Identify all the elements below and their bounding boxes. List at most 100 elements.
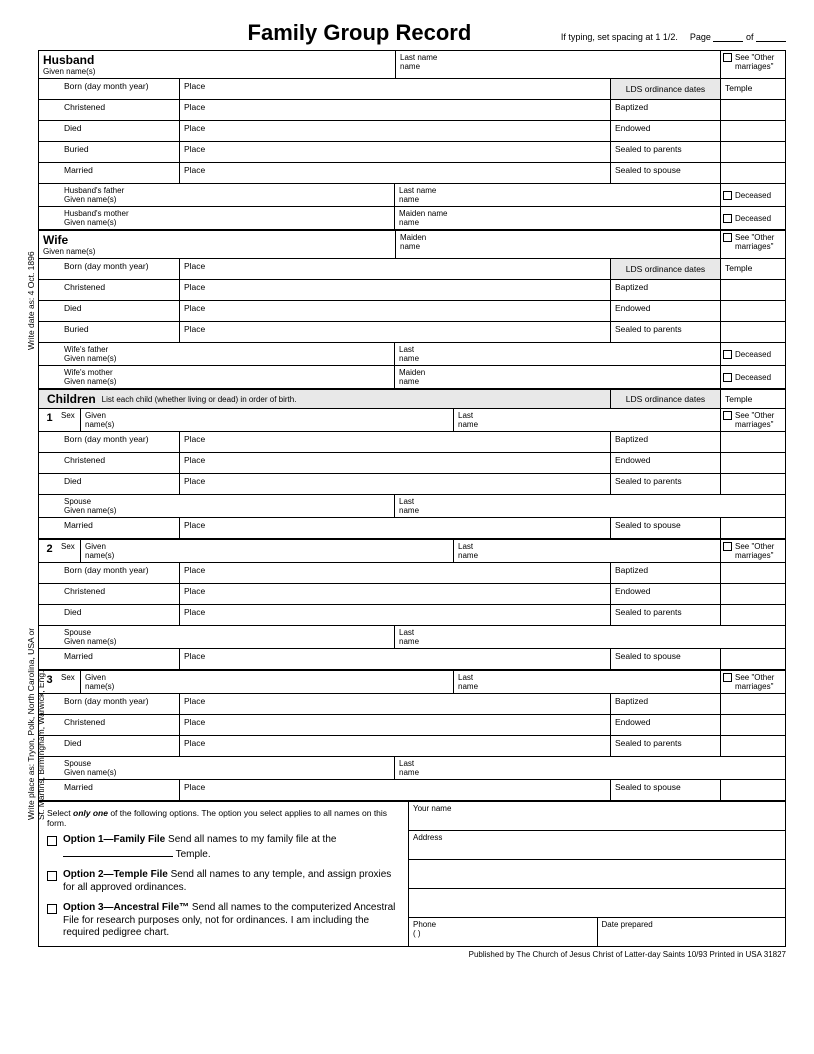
side-note-date: Write date as: 4 Oct. 1896 bbox=[26, 251, 36, 350]
w-born-place: Place bbox=[180, 259, 610, 279]
c3-died-place: Place bbox=[180, 736, 610, 756]
c2-born: Born (day month year) bbox=[60, 563, 180, 583]
husband-see-other-checkbox[interactable] bbox=[723, 53, 732, 62]
c3-baptized: Baptized bbox=[610, 694, 720, 714]
option-1-title: Option 1—Family File bbox=[63, 834, 165, 845]
of-label: of bbox=[746, 32, 754, 42]
c1-given-b: name(s) bbox=[85, 420, 449, 429]
children-lds-header: LDS ordinance dates bbox=[610, 390, 720, 408]
c1-see-other: See "Other marriages" bbox=[735, 411, 783, 429]
child-3-sex: Sex bbox=[60, 671, 81, 693]
c3-spouse-given: Given name(s) bbox=[64, 768, 390, 777]
c2-see-other: See "Other marriages" bbox=[735, 542, 783, 560]
date-prepared-field[interactable]: Date prepared bbox=[598, 918, 786, 946]
c1-sealed-spouse: Sealed to spouse bbox=[610, 518, 720, 538]
w-christened: Christened bbox=[60, 280, 180, 300]
c2-died: Died bbox=[60, 605, 180, 625]
h-died-place: Place bbox=[180, 121, 610, 141]
c1-married-place: Place bbox=[180, 518, 610, 538]
c3-given-b: name(s) bbox=[85, 682, 449, 691]
c2-see-other-cb[interactable] bbox=[723, 542, 732, 551]
option-1-text-b: Temple. bbox=[173, 849, 211, 860]
c2-given-b: name(s) bbox=[85, 551, 449, 560]
children-heading: Children bbox=[39, 392, 102, 406]
wife-given-label: Given name(s) bbox=[43, 247, 391, 256]
c1-given-a: Given bbox=[85, 411, 449, 420]
h-mother-deceased-cb[interactable] bbox=[723, 214, 732, 223]
c2-sealed-spouse: Sealed to spouse bbox=[610, 649, 720, 669]
c1-see-other-cb[interactable] bbox=[723, 411, 732, 420]
c1-christened-place: Place bbox=[180, 453, 610, 473]
temple-header-w: Temple bbox=[720, 259, 785, 279]
option-3-title: Option 3—Ancestral File™ bbox=[63, 902, 189, 913]
w-mother-deceased-cb[interactable] bbox=[723, 373, 732, 382]
c2-endowed: Endowed bbox=[610, 584, 720, 604]
phone-field[interactable]: Phone( ) bbox=[409, 918, 598, 946]
bottom-section: Select only one of the following options… bbox=[39, 801, 785, 946]
w-died-place: Place bbox=[180, 301, 610, 321]
option-3-checkbox[interactable] bbox=[47, 904, 57, 914]
c2-sealed-parents: Sealed to parents bbox=[610, 605, 720, 625]
c2-given-a: Given bbox=[85, 542, 449, 551]
page-title: Family Group Record bbox=[38, 20, 561, 46]
h-born-place: Place bbox=[180, 79, 610, 99]
option-1-checkbox[interactable] bbox=[47, 836, 57, 846]
c3-endowed: Endowed bbox=[610, 715, 720, 735]
c2-christened-place: Place bbox=[180, 584, 610, 604]
c3-born-place: Place bbox=[180, 694, 610, 714]
c1-born: Born (day month year) bbox=[60, 432, 180, 452]
c3-given-a: Given bbox=[85, 673, 449, 682]
c1-baptized: Baptized bbox=[610, 432, 720, 452]
child-2-number: 2 bbox=[39, 540, 60, 562]
w-mother-deceased: Deceased bbox=[735, 373, 771, 382]
form-container: HusbandGiven name(s) Last namename See "… bbox=[38, 50, 786, 947]
c2-spouse-given: Given name(s) bbox=[64, 637, 390, 646]
children-instruction: List each child (whether living or dead)… bbox=[102, 395, 610, 404]
w-buried-place: Place bbox=[180, 322, 610, 342]
h-buried: Buried bbox=[60, 142, 180, 162]
c1-spouse-given: Given name(s) bbox=[64, 506, 390, 515]
c3-see-other-cb[interactable] bbox=[723, 673, 732, 682]
h-endowed: Endowed bbox=[610, 121, 720, 141]
address-field-1[interactable]: Address bbox=[409, 831, 785, 860]
w-buried: Buried bbox=[60, 322, 180, 342]
c2-christened: Christened bbox=[60, 584, 180, 604]
c3-spouse: Spouse bbox=[64, 759, 390, 768]
c1-sealed-parents: Sealed to parents bbox=[610, 474, 720, 494]
husband-last-label: Last name bbox=[400, 53, 716, 62]
children-header: Children List each child (whether living… bbox=[39, 389, 785, 409]
your-name-field[interactable]: Your name bbox=[409, 802, 785, 831]
wife-heading: Wife bbox=[43, 233, 391, 247]
wife-header: WifeGiven name(s) Maidenname See "Other … bbox=[39, 230, 785, 259]
c3-sealed-spouse: Sealed to spouse bbox=[610, 780, 720, 800]
address-field-2[interactable] bbox=[409, 860, 785, 889]
c1-spouse: Spouse bbox=[64, 497, 390, 506]
h-father-deceased-cb[interactable] bbox=[723, 191, 732, 200]
w-baptized: Baptized bbox=[610, 280, 720, 300]
h-christened-place: Place bbox=[180, 100, 610, 120]
h-buried-place: Place bbox=[180, 142, 610, 162]
c2-baptized: Baptized bbox=[610, 563, 720, 583]
option-2-checkbox[interactable] bbox=[47, 871, 57, 881]
h-father-deceased: Deceased bbox=[735, 191, 771, 200]
husband-given-label: Given name(s) bbox=[43, 67, 391, 76]
h-married-place: Place bbox=[180, 163, 610, 183]
wife-see-other-checkbox[interactable] bbox=[723, 233, 732, 242]
address-field-3[interactable] bbox=[409, 889, 785, 918]
c3-sealed-parents: Sealed to parents bbox=[610, 736, 720, 756]
c2-died-place: Place bbox=[180, 605, 610, 625]
footer-text: Published by The Church of Jesus Christ … bbox=[38, 950, 786, 959]
wife-see-other-label: See "Other marriages" bbox=[735, 233, 783, 251]
h-mother-deceased: Deceased bbox=[735, 214, 771, 223]
c2-spouse: Spouse bbox=[64, 628, 390, 637]
child-1-number: 1 bbox=[39, 409, 60, 431]
c1-married: Married bbox=[60, 518, 180, 538]
h-died: Died bbox=[60, 121, 180, 141]
w-father-deceased-cb[interactable] bbox=[723, 350, 732, 359]
option-1-text-a: Send all names to my family file at the bbox=[165, 834, 336, 845]
h-father-given: Given name(s) bbox=[64, 195, 390, 204]
temple-header-h: Temple bbox=[720, 79, 785, 99]
c1-born-place: Place bbox=[180, 432, 610, 452]
w-mother-given: Given name(s) bbox=[64, 377, 390, 386]
husband-see-other-label: See "Other marriages" bbox=[735, 53, 783, 71]
